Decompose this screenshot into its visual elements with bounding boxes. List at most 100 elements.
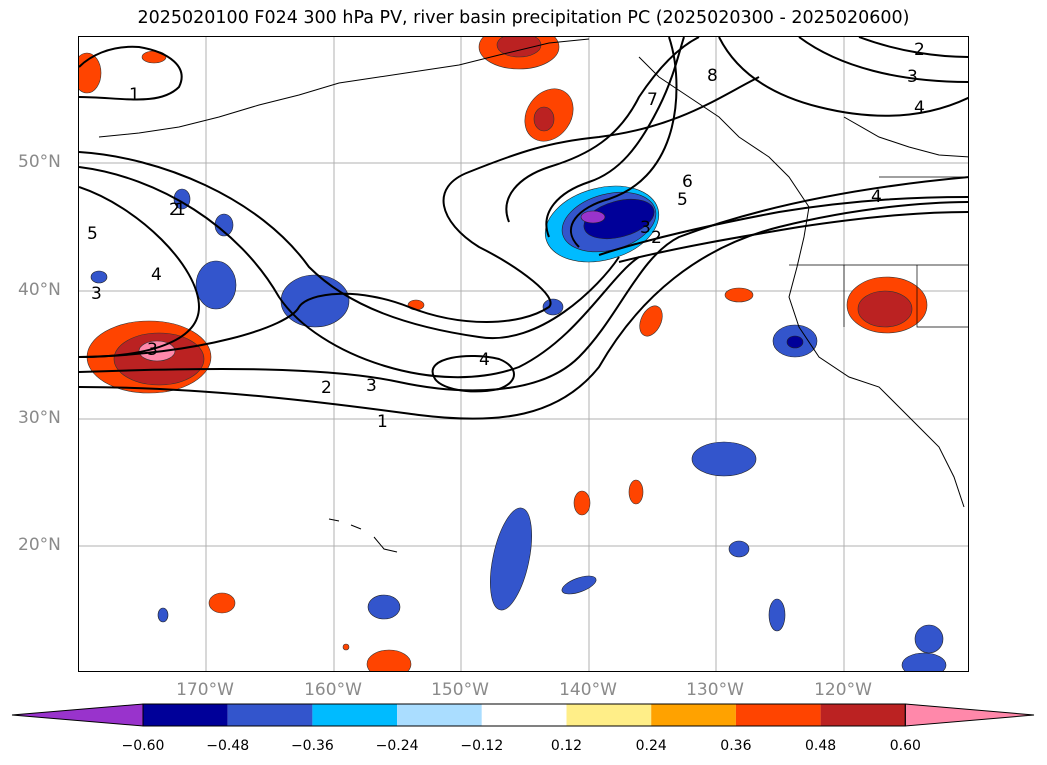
precip-blob [580,210,606,224]
precip-blob [724,287,754,303]
lat-label-40n: 40°N [18,280,61,300]
contour-label: 1 [377,412,388,432]
colorbar-tick-label: −0.36 [290,738,334,754]
alaska-coast [98,38,590,138]
colorbar-segments [11,703,1035,727]
precip-blob [786,335,804,349]
contour-line [545,37,685,238]
colorbar-border [142,703,906,727]
contour-label: 3 [91,284,102,304]
precip-blob [914,624,944,654]
lat-label-50n: 50°N [18,152,61,172]
colorbar-segment [481,704,567,726]
colorbar-tick-label: 0.36 [720,738,752,754]
contour-label: 3 [907,67,918,87]
contour-line [79,151,620,340]
coastlines [98,38,968,553]
lat-label-30n: 30°N [18,408,61,428]
colorbar-segment [143,704,228,726]
colorbar-segment [227,704,313,726]
precip-blob [561,575,597,595]
colorbar-segment [651,704,736,726]
pv-contours [79,37,968,420]
contour-line [858,37,968,58]
precip-blob [90,270,108,284]
contour-line [798,37,968,83]
lat-label-20n: 20°N [18,535,61,555]
contour-label: 3 [147,340,158,360]
contour-line [618,211,968,263]
contour-label: 4 [151,265,162,285]
contour-label: 4 [914,98,925,118]
contour-line [79,186,201,358]
contour-label: 7 [647,90,658,110]
contour-label: 2 [914,40,925,60]
contour-line [598,196,968,256]
contour-label: 2 [651,228,662,248]
colorbar-tick-label: −0.60 [121,738,165,754]
map-panel: 1 2 3 4 5 6 7 8 1 2 3 4 5 3 2 1 3 4 4 3 … [78,36,969,672]
lon-label-120w: 120°W [814,680,872,700]
contour-label: 2 [321,378,332,398]
contour-line [79,176,968,392]
contour-line [79,45,183,101]
contour-label: 3 [366,376,377,396]
contour-labels: 1 2 3 4 5 6 7 8 1 2 3 4 5 3 2 1 3 4 4 3 … [87,40,925,432]
contour-line [431,355,515,393]
precip-blob [901,652,947,671]
contour-label: 1 [175,200,186,220]
precip-blob [628,479,644,505]
precip-blob [542,298,564,316]
colorbar-segment [397,704,482,726]
precip-blob [367,594,401,620]
precip-blob [583,198,655,240]
contour-line [718,37,968,117]
contour-label: 4 [479,350,490,370]
lon-label-150w: 150°W [431,680,489,700]
precip-blob [857,290,913,328]
colorbar-extend-max [904,703,1035,727]
contour-label: 3 [640,218,651,238]
colorbar-tick-label: 0.60 [889,738,921,754]
colorbar-segment [735,704,821,726]
colorbar [11,703,1035,727]
precip-blob [342,643,350,651]
precip-blob [208,592,236,614]
contour-line [79,76,760,358]
contour-line [79,166,640,379]
hawaii-islands [328,518,398,553]
precip-blob [768,598,786,632]
contour-label: 5 [87,224,98,244]
colorbar-tick-label: 0.12 [550,738,583,754]
contour-label: 4 [871,187,882,207]
precip-blob [639,305,663,337]
precip-blob [691,441,757,477]
colorbar-tick-label: 0.48 [805,738,837,754]
precip-blob [280,274,350,328]
canada-inland [843,116,968,158]
lon-label-160w: 160°W [304,680,362,700]
contour-label: 6 [682,172,693,192]
colorbar-segment [820,704,906,726]
colorbar-tick-label: −0.48 [206,738,250,754]
precip-positive-blobs [79,37,928,671]
nw-coast [638,56,965,508]
state-border-4 [916,265,968,328]
precip-blob [366,649,412,671]
precip-blob [157,607,169,623]
contour-label: 8 [707,66,718,86]
colorbar-tick-label: 0.24 [635,738,667,754]
lon-label-130w: 130°W [686,680,744,700]
precip-blob [195,260,237,310]
contour-line [79,201,968,420]
precip-blob [728,540,750,558]
colorbar-extend-min [11,703,144,727]
lon-label-140w: 140°W [559,680,617,700]
colorbar-tick-label: −0.24 [375,738,419,754]
contour-label: 2 [169,200,180,220]
precip-negative-blobs [90,185,947,671]
contour-line [505,37,700,223]
contour-label: 5 [677,190,688,210]
precip-blob [573,490,591,516]
map-canvas: 1 2 3 4 5 6 7 8 1 2 3 4 5 3 2 1 3 4 4 3 … [79,37,968,671]
